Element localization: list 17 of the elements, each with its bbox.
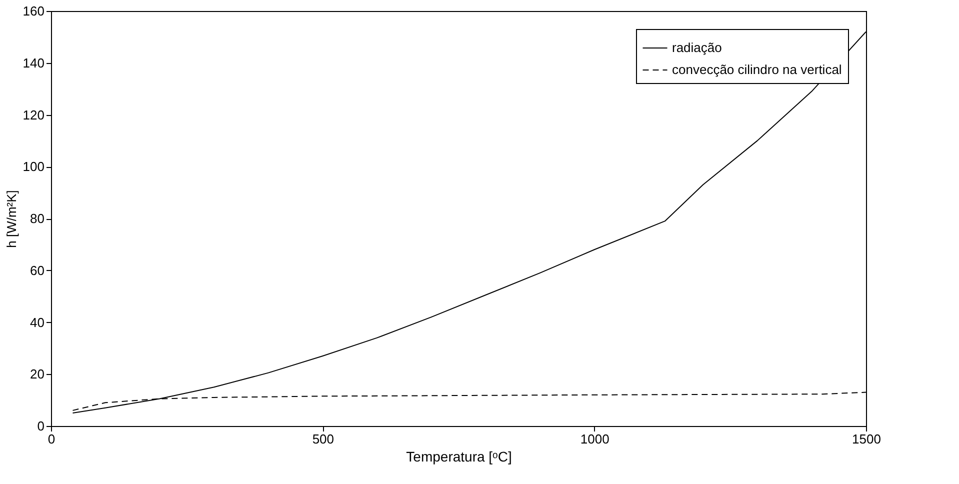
x-tick-label: 0 bbox=[48, 432, 56, 446]
legend-label: radiação bbox=[672, 40, 722, 55]
y-tick-label: 80 bbox=[30, 211, 44, 226]
x-tick-label: 500 bbox=[312, 432, 334, 446]
x-tick-label: 1500 bbox=[852, 432, 881, 446]
x-axis-title: Temperatura [ᵒC] bbox=[406, 448, 512, 464]
y-tick-label: 140 bbox=[22, 55, 44, 70]
y-tick-label: 20 bbox=[30, 366, 44, 382]
y-tick-label: 40 bbox=[30, 314, 44, 330]
y-tick-label: 100 bbox=[22, 159, 44, 174]
y-tick-label: 60 bbox=[30, 262, 44, 278]
y-axis-title: h [W/m²K] bbox=[4, 190, 19, 248]
y-tick-label: 120 bbox=[22, 107, 44, 122]
legend-label: convecção cilindro na vertical bbox=[672, 62, 842, 77]
x-tick-label: 1000 bbox=[580, 432, 610, 446]
y-tick-label: 0 bbox=[37, 418, 44, 434]
y-tick-label: 160 bbox=[22, 4, 44, 18]
